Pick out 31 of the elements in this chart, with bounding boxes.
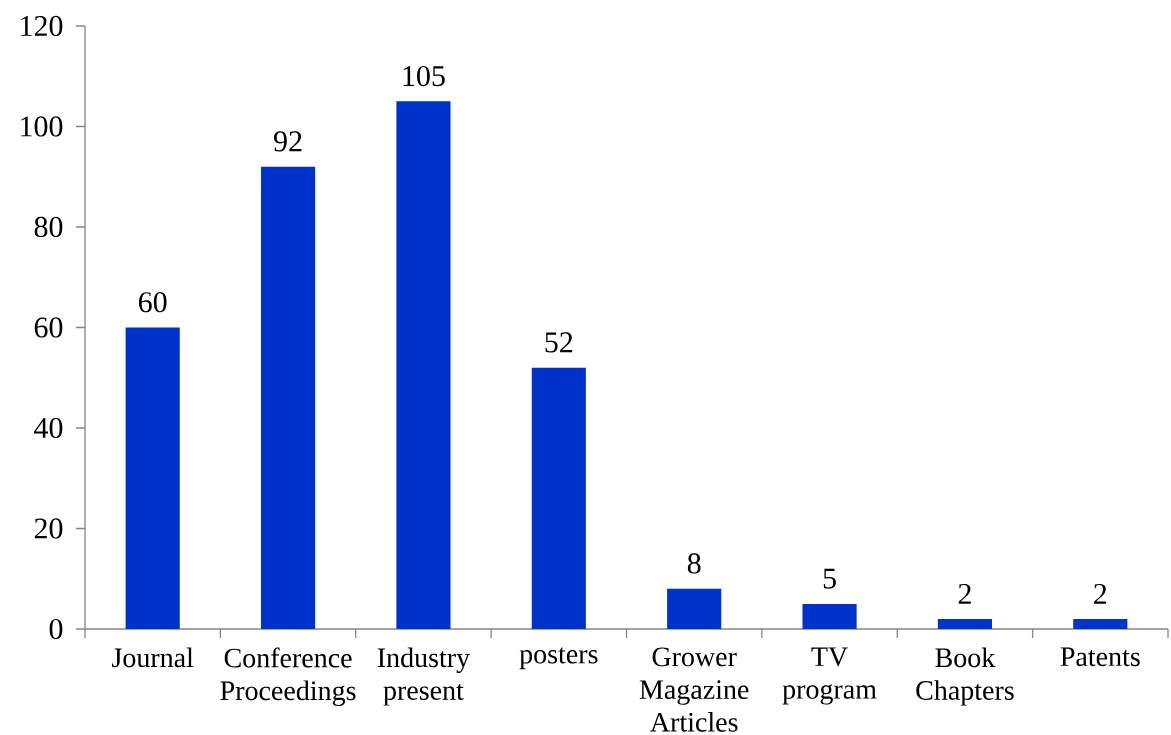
y-tick-label: 20: [34, 518, 63, 539]
y-tick-label: 80: [34, 216, 63, 238]
bar: [1073, 618, 1128, 629]
y-tick-label: 60: [34, 317, 63, 338]
x-tick-label: posters: [519, 647, 598, 670]
data-label: 5: [823, 568, 836, 589]
y-tick-label: 40: [34, 417, 63, 439]
y-tick-label: 0: [49, 618, 63, 640]
bar: [667, 588, 722, 629]
data-label: 2: [1094, 583, 1107, 604]
data-label: 105: [403, 65, 445, 87]
bar: [802, 603, 857, 629]
x-tick-label: Conference Proceedings: [220, 647, 356, 706]
data-label: 92: [274, 131, 302, 152]
x-tick-label: Book Chapters: [916, 647, 1014, 706]
x-tick-label: Grower Magazine Articles: [639, 647, 749, 732]
data-label: 60: [138, 292, 167, 313]
x-tick-label: Industry present: [377, 647, 470, 706]
data-label: 8: [687, 553, 701, 574]
bar: [937, 618, 992, 629]
data-label: 2: [958, 583, 971, 604]
y-tick-label: 120: [21, 15, 63, 37]
bar: [396, 101, 451, 629]
bar: [125, 327, 180, 629]
data-label: 52: [545, 332, 573, 353]
bar: [531, 367, 586, 629]
bar: [260, 166, 316, 629]
x-tick-label: Patents: [1060, 647, 1140, 667]
x-tick-label: Journal: [112, 647, 194, 668]
y-tick-label: 100: [21, 116, 63, 137]
x-tick-label: TV program: [782, 647, 877, 705]
